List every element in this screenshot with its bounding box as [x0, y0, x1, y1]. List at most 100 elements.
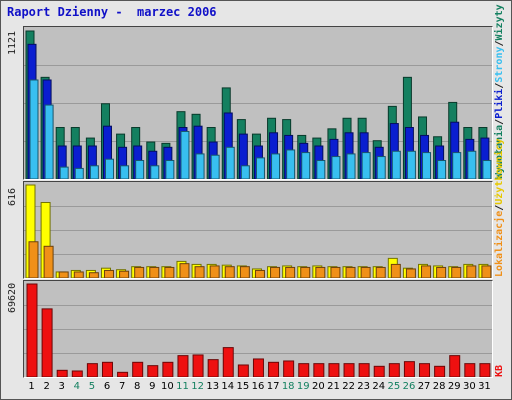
bar-lokalizacje — [421, 265, 432, 278]
bar-kb — [26, 283, 38, 377]
bar-strony — [301, 152, 311, 179]
day-label: 4 — [73, 381, 81, 392]
day-label: 19 — [296, 381, 310, 392]
right-label-locations: Lokalizacje — [494, 210, 505, 277]
right-label-visits: Wizyty — [494, 4, 505, 41]
day-label: 14 — [221, 381, 235, 392]
day-label: 23 — [357, 381, 371, 392]
bar-kb — [56, 369, 68, 377]
bar-strony — [89, 165, 99, 179]
bar-pliki — [57, 145, 67, 179]
right-label-files: Pliki — [494, 88, 505, 119]
right-label-middle: Lokalizacje/Użytkownicy — [494, 139, 505, 278]
bar-lokalizacje — [436, 266, 447, 278]
bar-strony — [361, 152, 371, 179]
chart-locations-svg — [24, 184, 492, 278]
bar-strony — [376, 156, 386, 179]
day-label: 27 — [417, 381, 431, 392]
day-axis: 1 2 3 4 5 6 7 8 9 10 11 12 13 14 15 16 17 18 19 20 21 22 23 24 2… — [23, 381, 493, 395]
bar-strony — [255, 157, 265, 179]
bar-kb — [403, 361, 415, 377]
day-label: 29 — [447, 381, 461, 392]
right-label-users: Użytkownicy — [494, 138, 505, 205]
bar-lokalizacje — [390, 263, 401, 278]
bar-strony — [271, 153, 281, 179]
bar-lokalizacje — [345, 266, 356, 278]
day-label: 15 — [236, 381, 250, 392]
chart-kb-svg — [24, 283, 492, 377]
bar-lokalizacje — [375, 266, 386, 278]
bar-pliki — [223, 112, 233, 179]
right-label-sep-1: / — [494, 118, 505, 125]
bar-kb — [192, 354, 204, 377]
bar-kb — [449, 355, 461, 377]
bar-lokalizacje — [254, 269, 265, 278]
bar-kb — [479, 363, 491, 377]
bar-strony — [135, 160, 145, 179]
bar-lokalizacje — [270, 266, 281, 278]
chart-title: Raport Dzienny - marzec 2006 — [7, 5, 217, 19]
bar-strony — [29, 79, 39, 179]
bar-strony — [104, 158, 114, 179]
bar-kb — [358, 363, 370, 377]
chart-kb — [23, 280, 493, 378]
right-label-bottom: KB — [494, 365, 505, 377]
bar-lokalizacje — [28, 241, 39, 278]
bar-strony — [437, 160, 447, 179]
day-label: 24 — [372, 381, 386, 392]
bar-uzytkownicy — [40, 202, 51, 278]
bar-strony — [195, 153, 205, 179]
day-label: 17 — [266, 381, 280, 392]
bar-kb — [283, 360, 295, 377]
bar-pliki — [102, 125, 112, 179]
bar-strony — [452, 152, 462, 179]
day-label: 18 — [281, 381, 295, 392]
bar-strony — [44, 104, 54, 179]
bar-kb — [237, 364, 249, 377]
bar-lokalizacje — [149, 266, 160, 278]
day-label: 8 — [134, 381, 141, 392]
bar-lokalizacje — [481, 265, 492, 278]
day-label: 1 — [28, 381, 35, 392]
right-label-sep-3: / — [494, 40, 505, 47]
day-label: 20 — [312, 381, 325, 392]
bar-lokalizacje — [119, 270, 130, 278]
bar-strony — [286, 149, 296, 179]
bar-kb — [41, 308, 53, 377]
bar-strony — [180, 130, 190, 179]
bar-pliki — [450, 121, 460, 179]
right-label-kb: KB — [494, 364, 505, 377]
bar-lokalizacje — [360, 266, 371, 278]
chart-visits-pages-files-hits — [23, 26, 493, 180]
bar-kb — [419, 363, 431, 377]
day-label: 9 — [149, 381, 156, 392]
day-label: 12 — [191, 381, 204, 392]
bar-lokalizacje — [73, 271, 84, 278]
day-label: 22 — [342, 381, 355, 392]
day-label: 2 — [43, 381, 50, 392]
right-label-sep-2: / — [494, 82, 505, 89]
top-chart-ymax-label: 1121 — [7, 30, 18, 55]
bar-strony — [422, 152, 432, 179]
bar-lokalizacje — [134, 266, 145, 278]
bar-lokalizacje — [405, 268, 416, 278]
day-label: 28 — [432, 381, 446, 392]
day-label: 11 — [176, 381, 189, 392]
chart-visits-svg — [24, 30, 492, 179]
bar-kb — [101, 361, 113, 377]
bar-lokalizacje — [103, 269, 114, 278]
day-label: 25 — [387, 381, 401, 392]
bar-lokalizacje — [285, 266, 296, 278]
bar-strony — [74, 167, 84, 179]
bar-kb — [71, 370, 83, 377]
bar-strony — [467, 150, 477, 179]
bar-pliki — [72, 145, 82, 179]
bar-kb — [268, 361, 280, 377]
day-label: 5 — [88, 381, 96, 392]
bar-lokalizacje — [179, 263, 190, 278]
bar-kb — [464, 363, 476, 377]
bar-lokalizacje — [209, 265, 220, 278]
bar-kb — [86, 363, 98, 377]
bar-kb — [313, 363, 325, 377]
